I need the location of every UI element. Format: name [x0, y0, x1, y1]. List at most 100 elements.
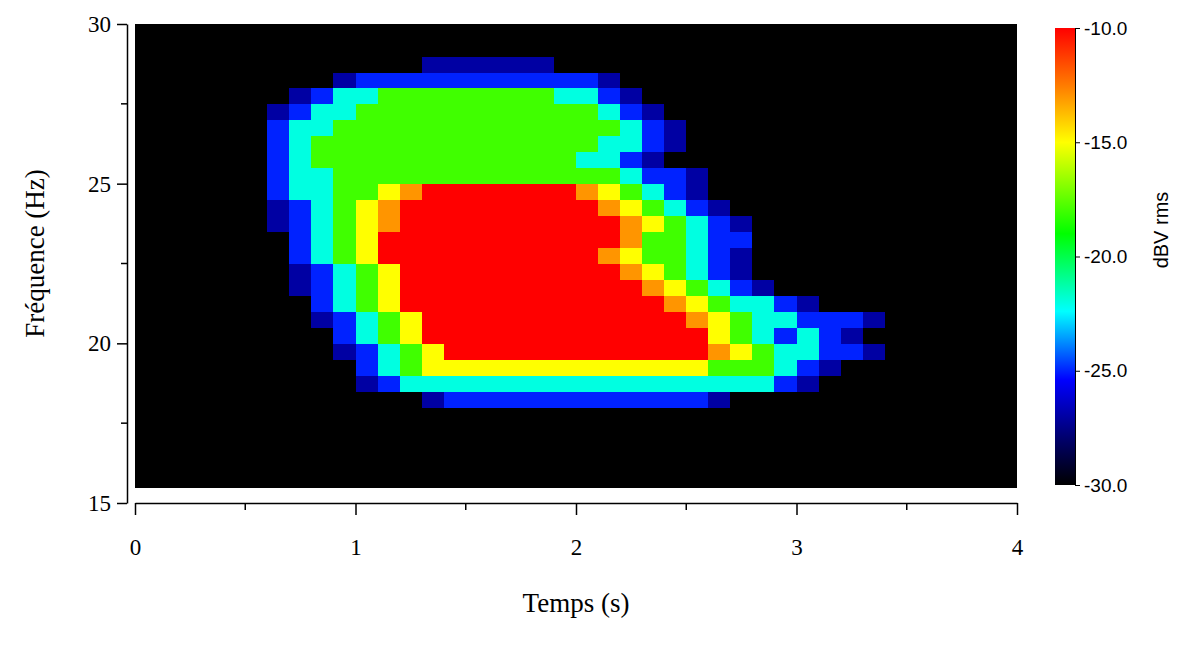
heatmap-cell [708, 216, 731, 233]
heatmap-cell [333, 311, 356, 328]
heatmap-cell [620, 264, 643, 281]
heatmap-cell [686, 136, 709, 153]
colorbar-tick-mark [1075, 485, 1080, 486]
heatmap-cell [907, 423, 930, 440]
heatmap-cell [311, 423, 334, 440]
heatmap-cell [466, 423, 489, 440]
heatmap-cell [885, 375, 908, 392]
heatmap-cell [576, 104, 599, 121]
heatmap-cell [752, 248, 775, 265]
heatmap-cell [620, 279, 643, 296]
heatmap-cell [885, 120, 908, 137]
x-tick-mark [576, 503, 578, 515]
heatmap-cell [973, 216, 996, 233]
heatmap-cell [356, 391, 379, 408]
heatmap-cell [730, 56, 753, 73]
heatmap-cell [554, 439, 577, 456]
heatmap-cell [488, 88, 511, 105]
heatmap-cell [135, 407, 158, 424]
heatmap-cell [289, 391, 312, 408]
heatmap-cell [995, 152, 1017, 169]
heatmap-cell [179, 359, 202, 376]
heatmap-cell [598, 423, 621, 440]
heatmap-cell [223, 471, 246, 488]
heatmap-cell [929, 184, 952, 201]
heatmap-cell [620, 136, 643, 153]
heatmap-cell [422, 264, 445, 281]
x-tick: 2 [571, 503, 583, 560]
heatmap-cell [951, 471, 974, 488]
heatmap-cell [157, 248, 180, 265]
heatmap-cell [444, 40, 467, 57]
colorbar-tick: -25.0 [1075, 360, 1127, 381]
heatmap-cell [774, 88, 797, 105]
heatmap-cell [598, 279, 621, 296]
heatmap-cell [444, 120, 467, 137]
heatmap-cell [819, 407, 842, 424]
heatmap-cell [400, 311, 423, 328]
heatmap-cell [752, 295, 775, 312]
heatmap-cell [311, 56, 334, 73]
heatmap-cell [488, 136, 511, 153]
heatmap-cell [708, 407, 731, 424]
heatmap-cell [973, 375, 996, 392]
y-tick: 25 [88, 172, 127, 197]
heatmap-cell [642, 439, 665, 456]
heatmap-cell [664, 40, 687, 57]
heatmap-cell [466, 168, 489, 185]
heatmap-cell [267, 104, 290, 121]
heatmap-cell [973, 200, 996, 217]
heatmap-cell [774, 40, 797, 57]
heatmap-cell [400, 279, 423, 296]
heatmap-cell [554, 56, 577, 73]
heatmap-cell [311, 216, 334, 233]
heatmap-cell [488, 359, 511, 376]
heatmap-cell [135, 391, 158, 408]
heatmap-cell [554, 279, 577, 296]
heatmap-cell [135, 216, 158, 233]
heatmap-cell [774, 248, 797, 265]
heatmap-cell [752, 136, 775, 153]
heatmap-cell [466, 56, 489, 73]
heatmap-cell [289, 295, 312, 312]
heatmap-cell [201, 359, 224, 376]
heatmap-cell [356, 327, 379, 344]
heatmap-cell [664, 375, 687, 392]
heatmap-cell [752, 311, 775, 328]
heatmap-cell [995, 120, 1017, 137]
heatmap-cell [488, 471, 511, 488]
heatmap-cell [819, 216, 842, 233]
heatmap-cell [885, 407, 908, 424]
heatmap-cell [510, 120, 533, 137]
heatmap-cell [664, 264, 687, 281]
heatmap-cell [554, 423, 577, 440]
heatmap-cell [378, 136, 401, 153]
heatmap-cell [400, 471, 423, 488]
heatmap-cell [885, 295, 908, 312]
heatmap-cell [311, 248, 334, 265]
heatmap-cell [510, 391, 533, 408]
heatmap-cell [311, 359, 334, 376]
heatmap-cell [642, 391, 665, 408]
heatmap-cell [333, 200, 356, 217]
heatmap-cell [863, 455, 886, 472]
heatmap-cell [819, 88, 842, 105]
heatmap-cell [245, 311, 268, 328]
heatmap-cell [157, 88, 180, 105]
heatmap-cell [488, 391, 511, 408]
heatmap-cell [642, 311, 665, 328]
heatmap-cell [267, 56, 290, 73]
heatmap-cell [929, 295, 952, 312]
heatmap-cell [201, 216, 224, 233]
heatmap-cell [378, 168, 401, 185]
heatmap-cell [642, 104, 665, 121]
heatmap-cell [311, 168, 334, 185]
heatmap-cell [444, 455, 467, 472]
heatmap-cell [311, 343, 334, 360]
heatmap-cell [554, 24, 577, 41]
heatmap-cell [797, 248, 820, 265]
heatmap-cell [223, 455, 246, 472]
heatmap-cell [510, 359, 533, 376]
heatmap-cell [774, 359, 797, 376]
heatmap-cell [444, 343, 467, 360]
